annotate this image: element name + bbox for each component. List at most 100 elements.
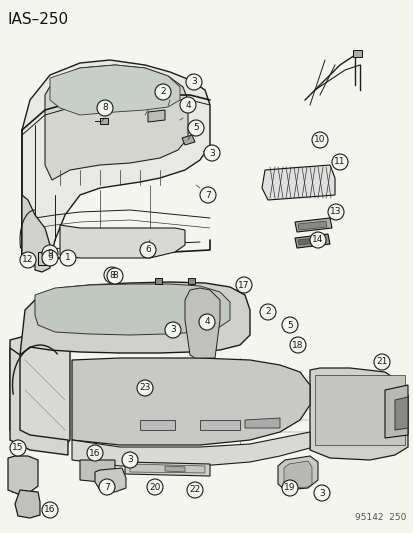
Polygon shape [277,456,317,490]
Circle shape [311,132,327,148]
Text: 7: 7 [104,482,109,491]
Text: 23: 23 [139,384,150,392]
Polygon shape [261,165,334,200]
Polygon shape [352,50,361,57]
Polygon shape [384,385,407,438]
Text: 16: 16 [44,505,56,514]
Polygon shape [22,60,209,260]
Polygon shape [294,234,329,248]
Circle shape [140,242,156,258]
Polygon shape [199,420,240,430]
Text: 18: 18 [292,341,303,350]
Circle shape [188,120,204,136]
Polygon shape [22,195,50,272]
Text: 3: 3 [191,77,197,86]
Polygon shape [42,255,48,262]
Polygon shape [38,252,52,265]
Polygon shape [283,461,311,488]
Circle shape [313,485,329,501]
Text: 10: 10 [313,135,325,144]
Polygon shape [35,284,230,335]
Circle shape [331,154,347,170]
Text: 16: 16 [89,448,100,457]
Circle shape [42,245,58,261]
Polygon shape [147,110,165,122]
Polygon shape [394,397,407,430]
Text: 7: 7 [204,190,210,199]
Polygon shape [154,278,161,284]
Circle shape [20,252,36,268]
Polygon shape [182,135,195,145]
Polygon shape [294,218,331,232]
Text: 2: 2 [160,87,166,96]
Text: 13: 13 [330,207,341,216]
Circle shape [165,322,180,338]
Polygon shape [309,368,407,460]
Polygon shape [15,490,40,518]
Text: 2: 2 [265,308,270,317]
Text: 21: 21 [375,358,387,367]
Polygon shape [165,466,185,472]
Polygon shape [10,348,68,455]
Circle shape [60,250,76,266]
Text: 17: 17 [237,280,249,289]
Text: 11: 11 [333,157,345,166]
Text: 3: 3 [170,326,176,335]
Text: 3: 3 [318,489,324,497]
Circle shape [199,187,216,203]
Text: 15: 15 [12,443,24,453]
Polygon shape [188,278,195,284]
Circle shape [154,84,171,100]
Circle shape [99,479,115,495]
Text: 14: 14 [311,236,323,245]
Polygon shape [297,221,326,230]
Text: 9: 9 [47,248,53,257]
Polygon shape [100,118,108,124]
Text: 4: 4 [204,318,209,327]
Circle shape [327,204,343,220]
Circle shape [289,337,305,353]
Circle shape [10,440,26,456]
Text: 8: 8 [109,271,114,279]
Polygon shape [125,462,209,476]
Text: 5: 5 [287,320,292,329]
Circle shape [137,380,153,396]
Text: 4: 4 [185,101,190,109]
Polygon shape [10,336,70,450]
Text: 19: 19 [284,483,295,492]
Text: 5: 5 [192,124,198,133]
Circle shape [87,445,103,461]
Circle shape [104,267,120,283]
Polygon shape [72,432,309,466]
Circle shape [147,479,163,495]
Text: 12: 12 [22,255,33,264]
Text: 3: 3 [127,456,133,464]
Polygon shape [130,464,204,473]
Circle shape [259,304,275,320]
Circle shape [204,145,219,161]
Polygon shape [314,375,404,445]
Text: 9: 9 [47,254,53,262]
Text: IAS–250: IAS–250 [8,12,69,27]
Polygon shape [20,282,249,355]
Circle shape [97,100,113,116]
Circle shape [180,97,195,113]
Text: 95142  250: 95142 250 [354,513,405,522]
Text: 8: 8 [112,271,118,280]
Circle shape [281,317,297,333]
Circle shape [42,250,58,266]
Polygon shape [60,225,185,258]
Polygon shape [80,460,115,483]
Polygon shape [45,65,188,180]
Text: 22: 22 [189,486,200,495]
Circle shape [42,502,58,518]
Polygon shape [50,65,180,115]
Polygon shape [8,456,38,494]
Polygon shape [244,418,279,428]
Text: 8: 8 [102,103,108,112]
Text: 6: 6 [145,246,150,254]
Circle shape [281,480,297,496]
Polygon shape [185,288,219,358]
Text: 20: 20 [149,482,160,491]
Circle shape [107,268,123,284]
